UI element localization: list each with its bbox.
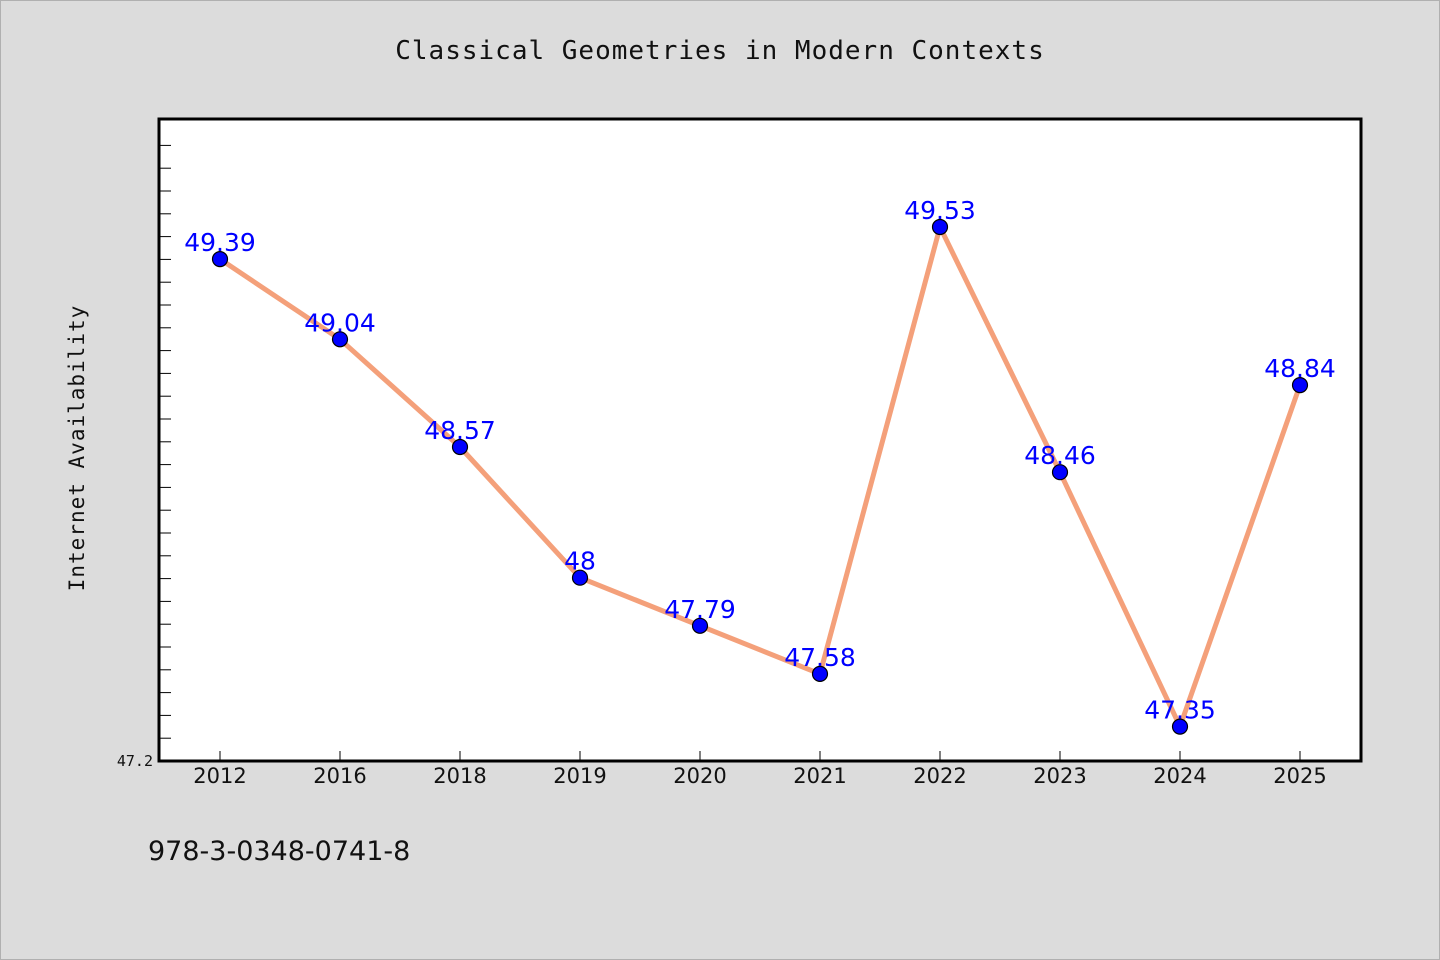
data-label: 48.57 (424, 416, 496, 445)
data-label: 47.58 (784, 643, 856, 672)
data-point (451, 438, 469, 456)
plot-area (157, 117, 1363, 763)
y-tick-label: 47.2 (117, 752, 153, 770)
x-tick-label: 2020 (673, 764, 726, 788)
x-tick-label: 2016 (313, 764, 366, 788)
x-tick-label: 2012 (193, 764, 246, 788)
data-label: 49.04 (304, 308, 376, 337)
y-axis-ticks (159, 144, 171, 762)
isbn-text: 978-3-0348-0741-8 (148, 836, 411, 867)
series-line (217, 224, 1303, 730)
data-point (1291, 377, 1309, 394)
data-label: 49.53 (904, 196, 976, 225)
x-tick-label: 2024 (1153, 764, 1206, 788)
data-point (211, 251, 229, 268)
data-label: 47.79 (664, 595, 736, 624)
series-line-group (217, 224, 1303, 730)
x-tick-label: 2021 (793, 764, 846, 788)
data-label: 47.35 (1144, 696, 1216, 725)
x-tick-label: 2018 (433, 764, 486, 788)
chart-title: Classical Geometries in Modern Contexts (395, 36, 1045, 66)
data-label: 48 (564, 547, 596, 576)
data-point (811, 665, 829, 683)
data-point (331, 331, 349, 348)
data-point (691, 617, 709, 634)
x-axis: 2012 2016 2018 2019 2020 2021 2022 2023 2024 2025 (193, 751, 1327, 788)
x-tick-label: 2025 (1273, 764, 1326, 788)
data-label: 49.39 (184, 228, 256, 257)
data-point (1051, 464, 1069, 481)
data-point (931, 218, 949, 236)
markers-group (211, 218, 1309, 735)
data-labels-group: 49.39 49.04 48.57 48 47.79 47.58 49.53 48.46 47.… (184, 196, 1336, 725)
data-point (1171, 718, 1189, 735)
data-label: 48.46 (1024, 441, 1096, 470)
x-tick-label: 2019 (553, 764, 606, 788)
data-label: 48.84 (1264, 354, 1336, 383)
y-axis-label: Internet Availability (65, 305, 89, 592)
x-tick-label: 2023 (1033, 764, 1086, 788)
data-point (571, 569, 589, 586)
x-tick-label: 2022 (913, 764, 966, 788)
